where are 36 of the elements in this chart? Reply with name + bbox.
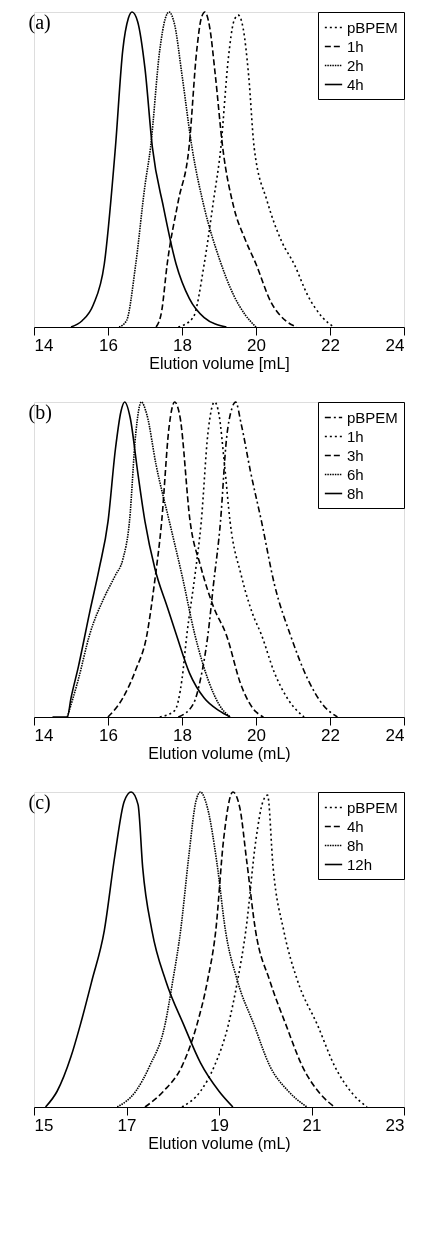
legend-label: 12h <box>347 855 373 873</box>
x-tick-label: 21 <box>302 1115 322 1135</box>
legend-label: 4h <box>347 75 364 93</box>
x-tick-label: 24 <box>385 725 405 745</box>
x-tick-label: 19 <box>210 1115 229 1135</box>
chart-title: (a) <box>28 11 51 35</box>
chart-title: (c) <box>28 791 51 815</box>
legend-label: 3h <box>347 446 364 464</box>
x-tick-label: 14 <box>34 335 54 355</box>
legend-label: pBPEM <box>347 798 398 816</box>
legend-label: pBPEM <box>347 408 398 426</box>
x-tick-label: 16 <box>99 725 118 745</box>
x-tick-label: 22 <box>321 335 340 355</box>
legend-label: 4h <box>347 817 364 835</box>
x-tick-label: 18 <box>173 725 192 745</box>
legend-label: 1h <box>347 427 364 445</box>
x-tick-label: 20 <box>247 725 266 745</box>
x-tick-label: 23 <box>385 1115 405 1135</box>
x-tick-label: 17 <box>117 1115 137 1135</box>
x-tick-label: 18 <box>173 335 192 355</box>
legend-label: 8h <box>347 836 364 854</box>
legend-label: 2h <box>347 56 364 74</box>
x-axis-title: Elution volume (mL) <box>148 1134 291 1152</box>
legend-label: pBPEM <box>347 18 398 36</box>
x-tick-label: 14 <box>34 725 54 745</box>
chart-title: (b) <box>28 401 52 425</box>
x-tick-label: 16 <box>99 335 118 355</box>
x-tick-label: 22 <box>321 725 340 745</box>
legend-label: 8h <box>347 484 364 502</box>
x-axis-title: Elution volume [mL] <box>149 354 290 372</box>
x-tick-label: 24 <box>385 335 405 355</box>
x-tick-label: 15 <box>34 1115 54 1135</box>
legend-label: 6h <box>347 465 364 483</box>
legend-label: 1h <box>347 37 364 55</box>
x-tick-label: 20 <box>247 335 266 355</box>
x-axis-title: Elution volume (mL) <box>148 744 291 762</box>
